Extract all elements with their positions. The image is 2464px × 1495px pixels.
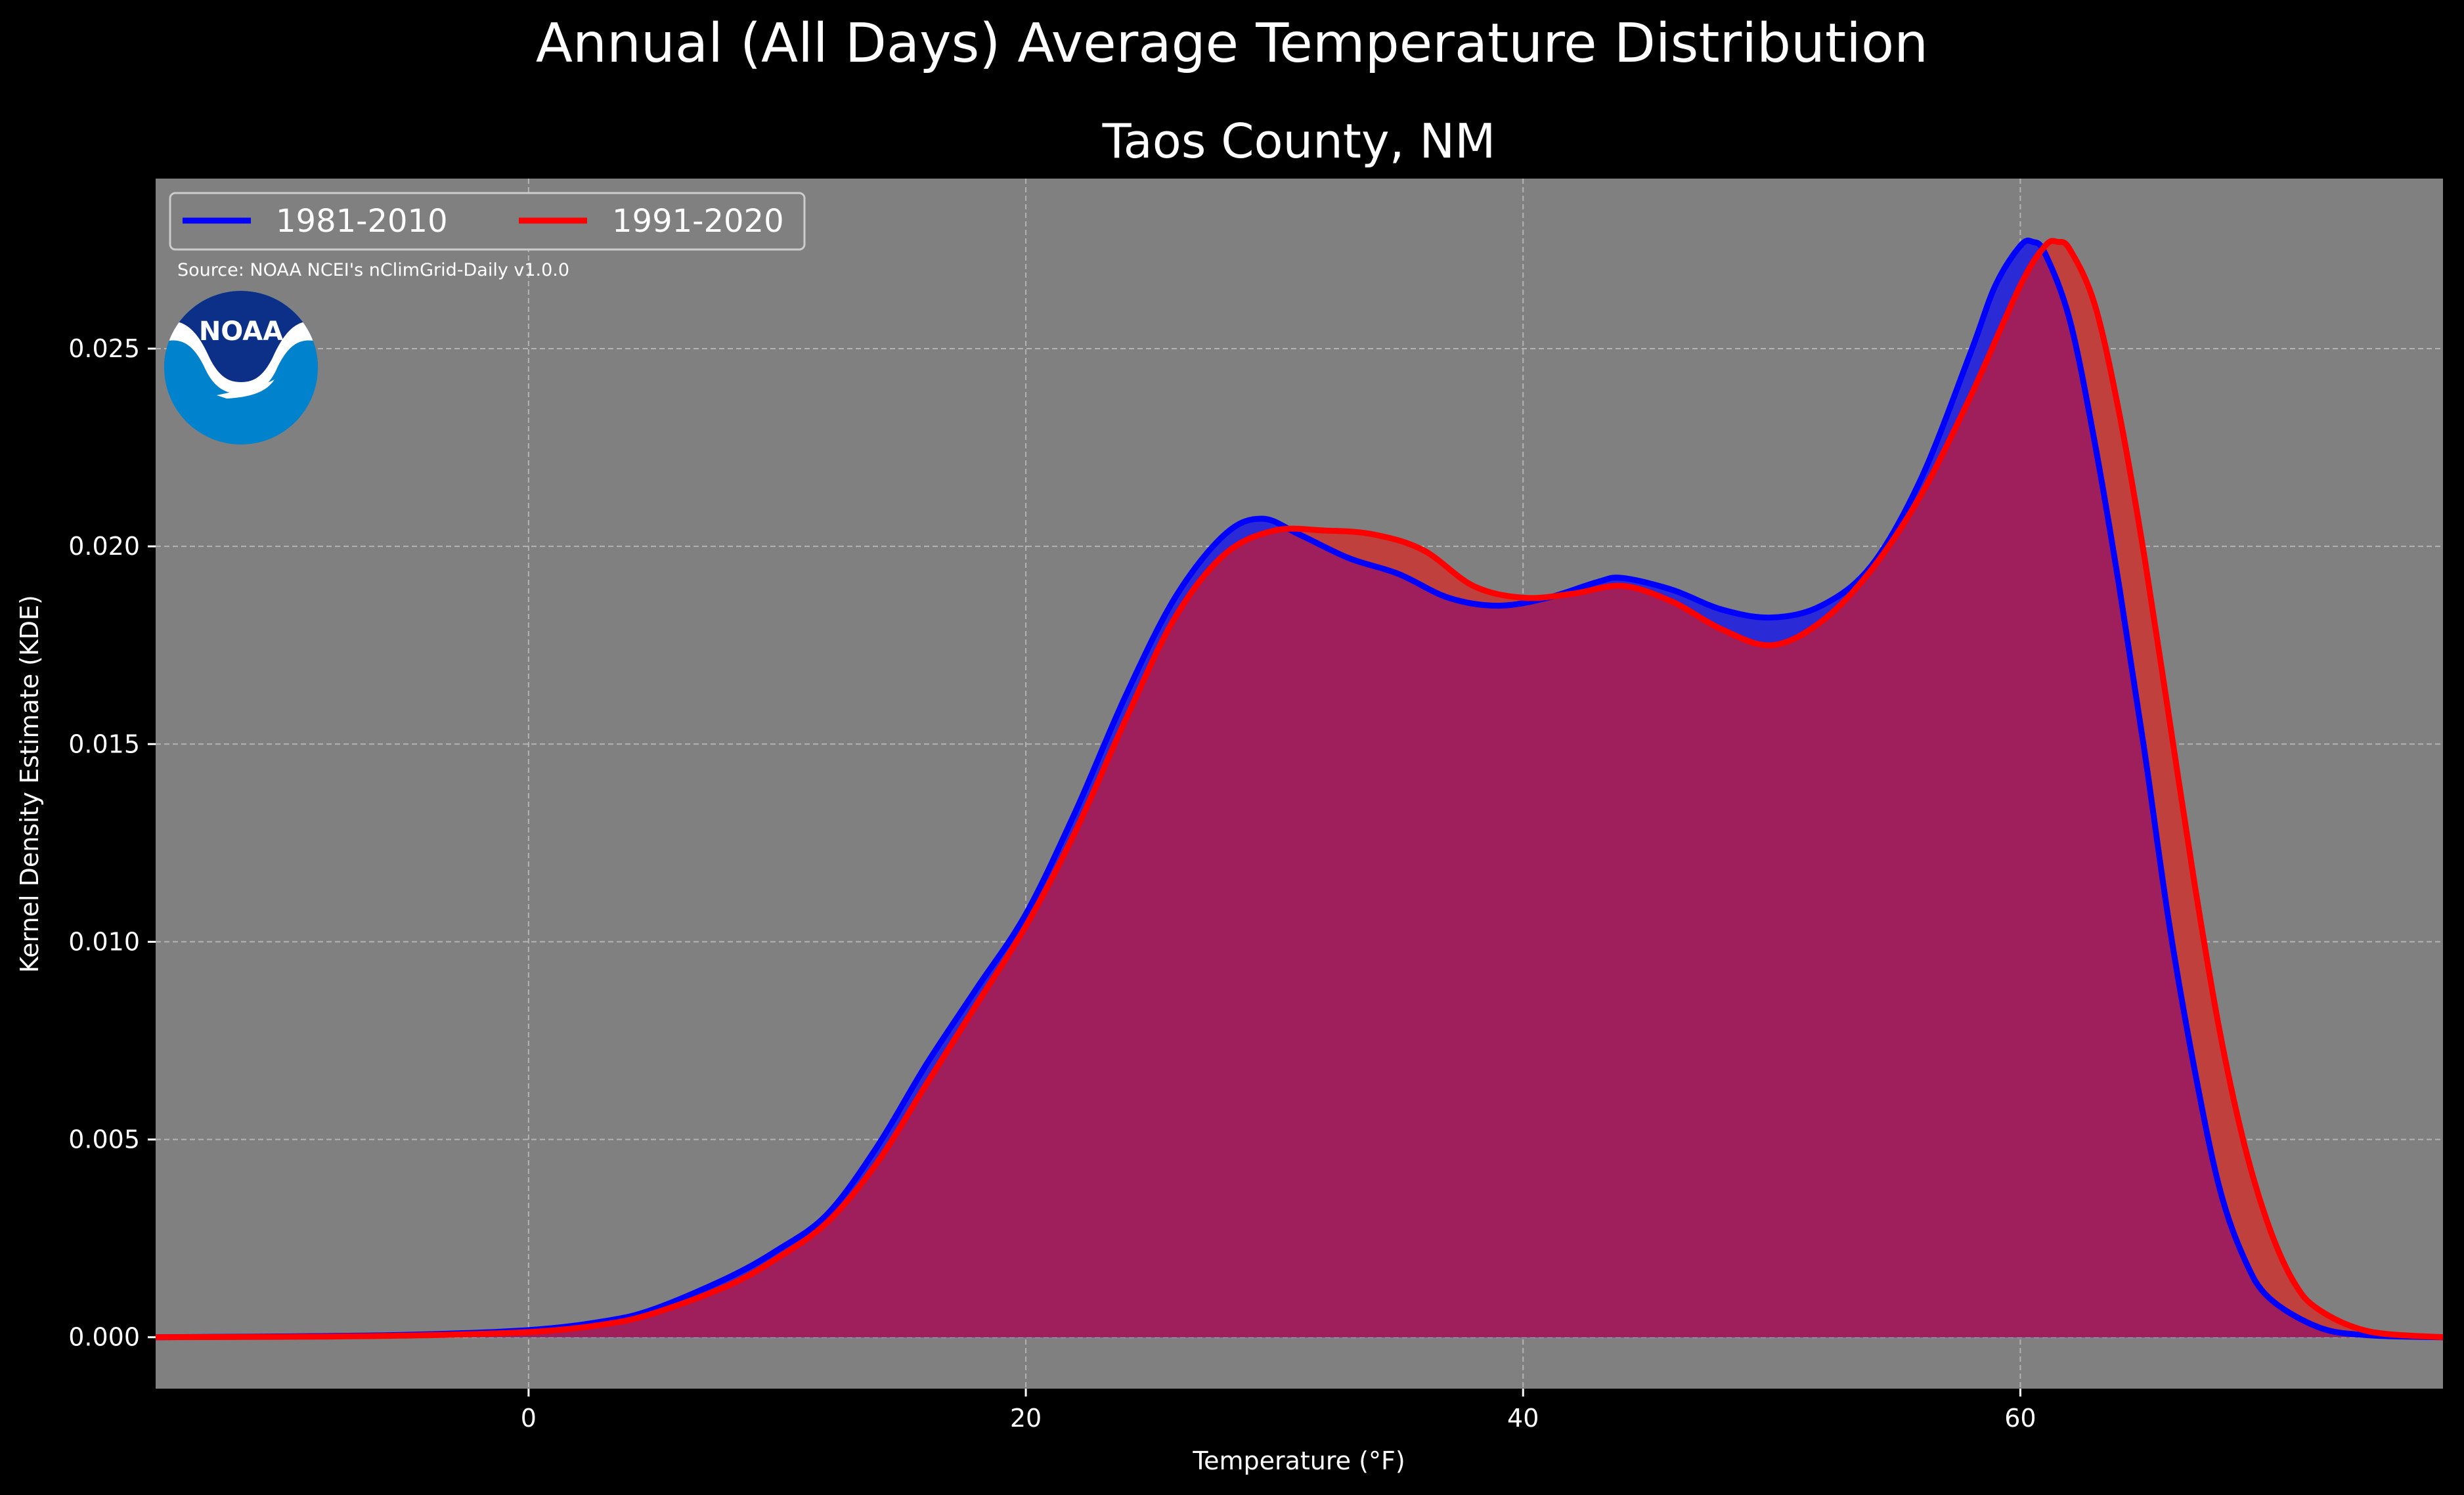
- x-tick-label: 0: [521, 1404, 537, 1433]
- legend-label-1991-2020: 1991-2020: [612, 203, 784, 240]
- legend-box: [169, 192, 806, 251]
- noaa-logo: NOAA: [164, 291, 318, 444]
- figure-suptitle: Annual (All Days) Average Temperature Di…: [535, 12, 1929, 75]
- y-tick-label: 0.005: [68, 1125, 140, 1154]
- legend: 1981-2010 1991-2020: [169, 192, 806, 251]
- x-axis-label: Temperature (°F): [1192, 1446, 1405, 1475]
- y-tick-label: 0.025: [68, 334, 140, 363]
- x-axis-ticks: 0 20 40 60: [521, 1389, 2036, 1433]
- y-tick-label: 0.010: [68, 927, 140, 956]
- y-axis-label: Kernel Density Estimate (KDE): [15, 595, 44, 973]
- y-tick-label: 0.015: [68, 729, 140, 758]
- legend-label-1981-2010: 1981-2010: [276, 203, 448, 240]
- series-areas: [156, 237, 2443, 1341]
- y-tick-label: 0.000: [68, 1323, 140, 1352]
- line-1991-2020: [156, 238, 2443, 1341]
- source-annotation: Source: NOAA NCEI's nClimGrid-Daily v1.0…: [177, 260, 569, 280]
- line-1981-2010: [156, 237, 2443, 1341]
- area-overlap: [156, 240, 2443, 1337]
- x-tick-label: 60: [2004, 1404, 2036, 1433]
- y-tick-label: 0.020: [68, 532, 140, 561]
- x-tick-label: 40: [1507, 1404, 1539, 1433]
- y-axis-ticks: 0.000 0.005 0.010 0.015 0.020 0.025: [68, 334, 156, 1352]
- noaa-logo-text: NOAA: [199, 316, 283, 347]
- axes-title: Taos County, NM: [1102, 114, 1496, 169]
- x-tick-label: 20: [1010, 1404, 1042, 1433]
